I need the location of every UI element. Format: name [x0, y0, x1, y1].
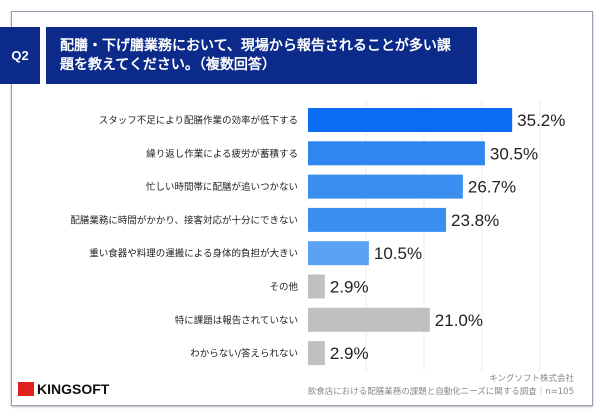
bar — [308, 141, 485, 166]
category-label: その他 — [269, 281, 298, 293]
category-label: わからない/答えられない — [190, 348, 298, 360]
kingsoft-logo: KINGSOFT — [18, 381, 109, 397]
brand-name: KINGSOFT — [37, 381, 110, 397]
category-label: 繰り返し作業による疲労が蓄積する — [146, 148, 298, 160]
value-label: 30.5% — [490, 144, 538, 163]
value-label: 2.9% — [330, 344, 369, 363]
category-label: 重い食器や料理の運搬による身体的負担が大きい — [89, 248, 298, 260]
category-label: 配膳業務に時間がかかり、接客対応が十分にできない — [70, 214, 298, 226]
category-label: 特に課題は報告されていない — [175, 314, 298, 326]
bar — [308, 207, 447, 232]
value-label: 10.5% — [374, 244, 422, 263]
bar — [308, 241, 369, 266]
value-label: 21.0% — [435, 311, 483, 330]
question-badge: Q2 — [0, 27, 40, 84]
value-label: 26.7% — [468, 178, 516, 197]
source-company: キングソフト株式会社 — [489, 374, 574, 384]
bar — [308, 174, 463, 199]
bar — [308, 108, 513, 132]
bar — [308, 341, 325, 366]
bar — [308, 307, 430, 332]
kingsoft-logo-icon — [18, 382, 34, 396]
bar — [308, 274, 325, 299]
value-label: 35.2% — [517, 111, 565, 130]
value-label: 2.9% — [330, 278, 369, 297]
category-label: 忙しい時間帯に配膳が追いつかない — [146, 181, 298, 193]
chart-title: 配膳・下げ膳業務において、現場から報告されることが多い課題を教えてください。（複… — [46, 27, 477, 84]
category-label: スタッフ不足により配膳作業の効率が低下する — [99, 115, 298, 127]
source-survey: 飲食店における配膳業務の課題と自動化ニーズに関する調査｜n=105 — [307, 387, 574, 397]
value-label: 23.8% — [451, 211, 499, 230]
